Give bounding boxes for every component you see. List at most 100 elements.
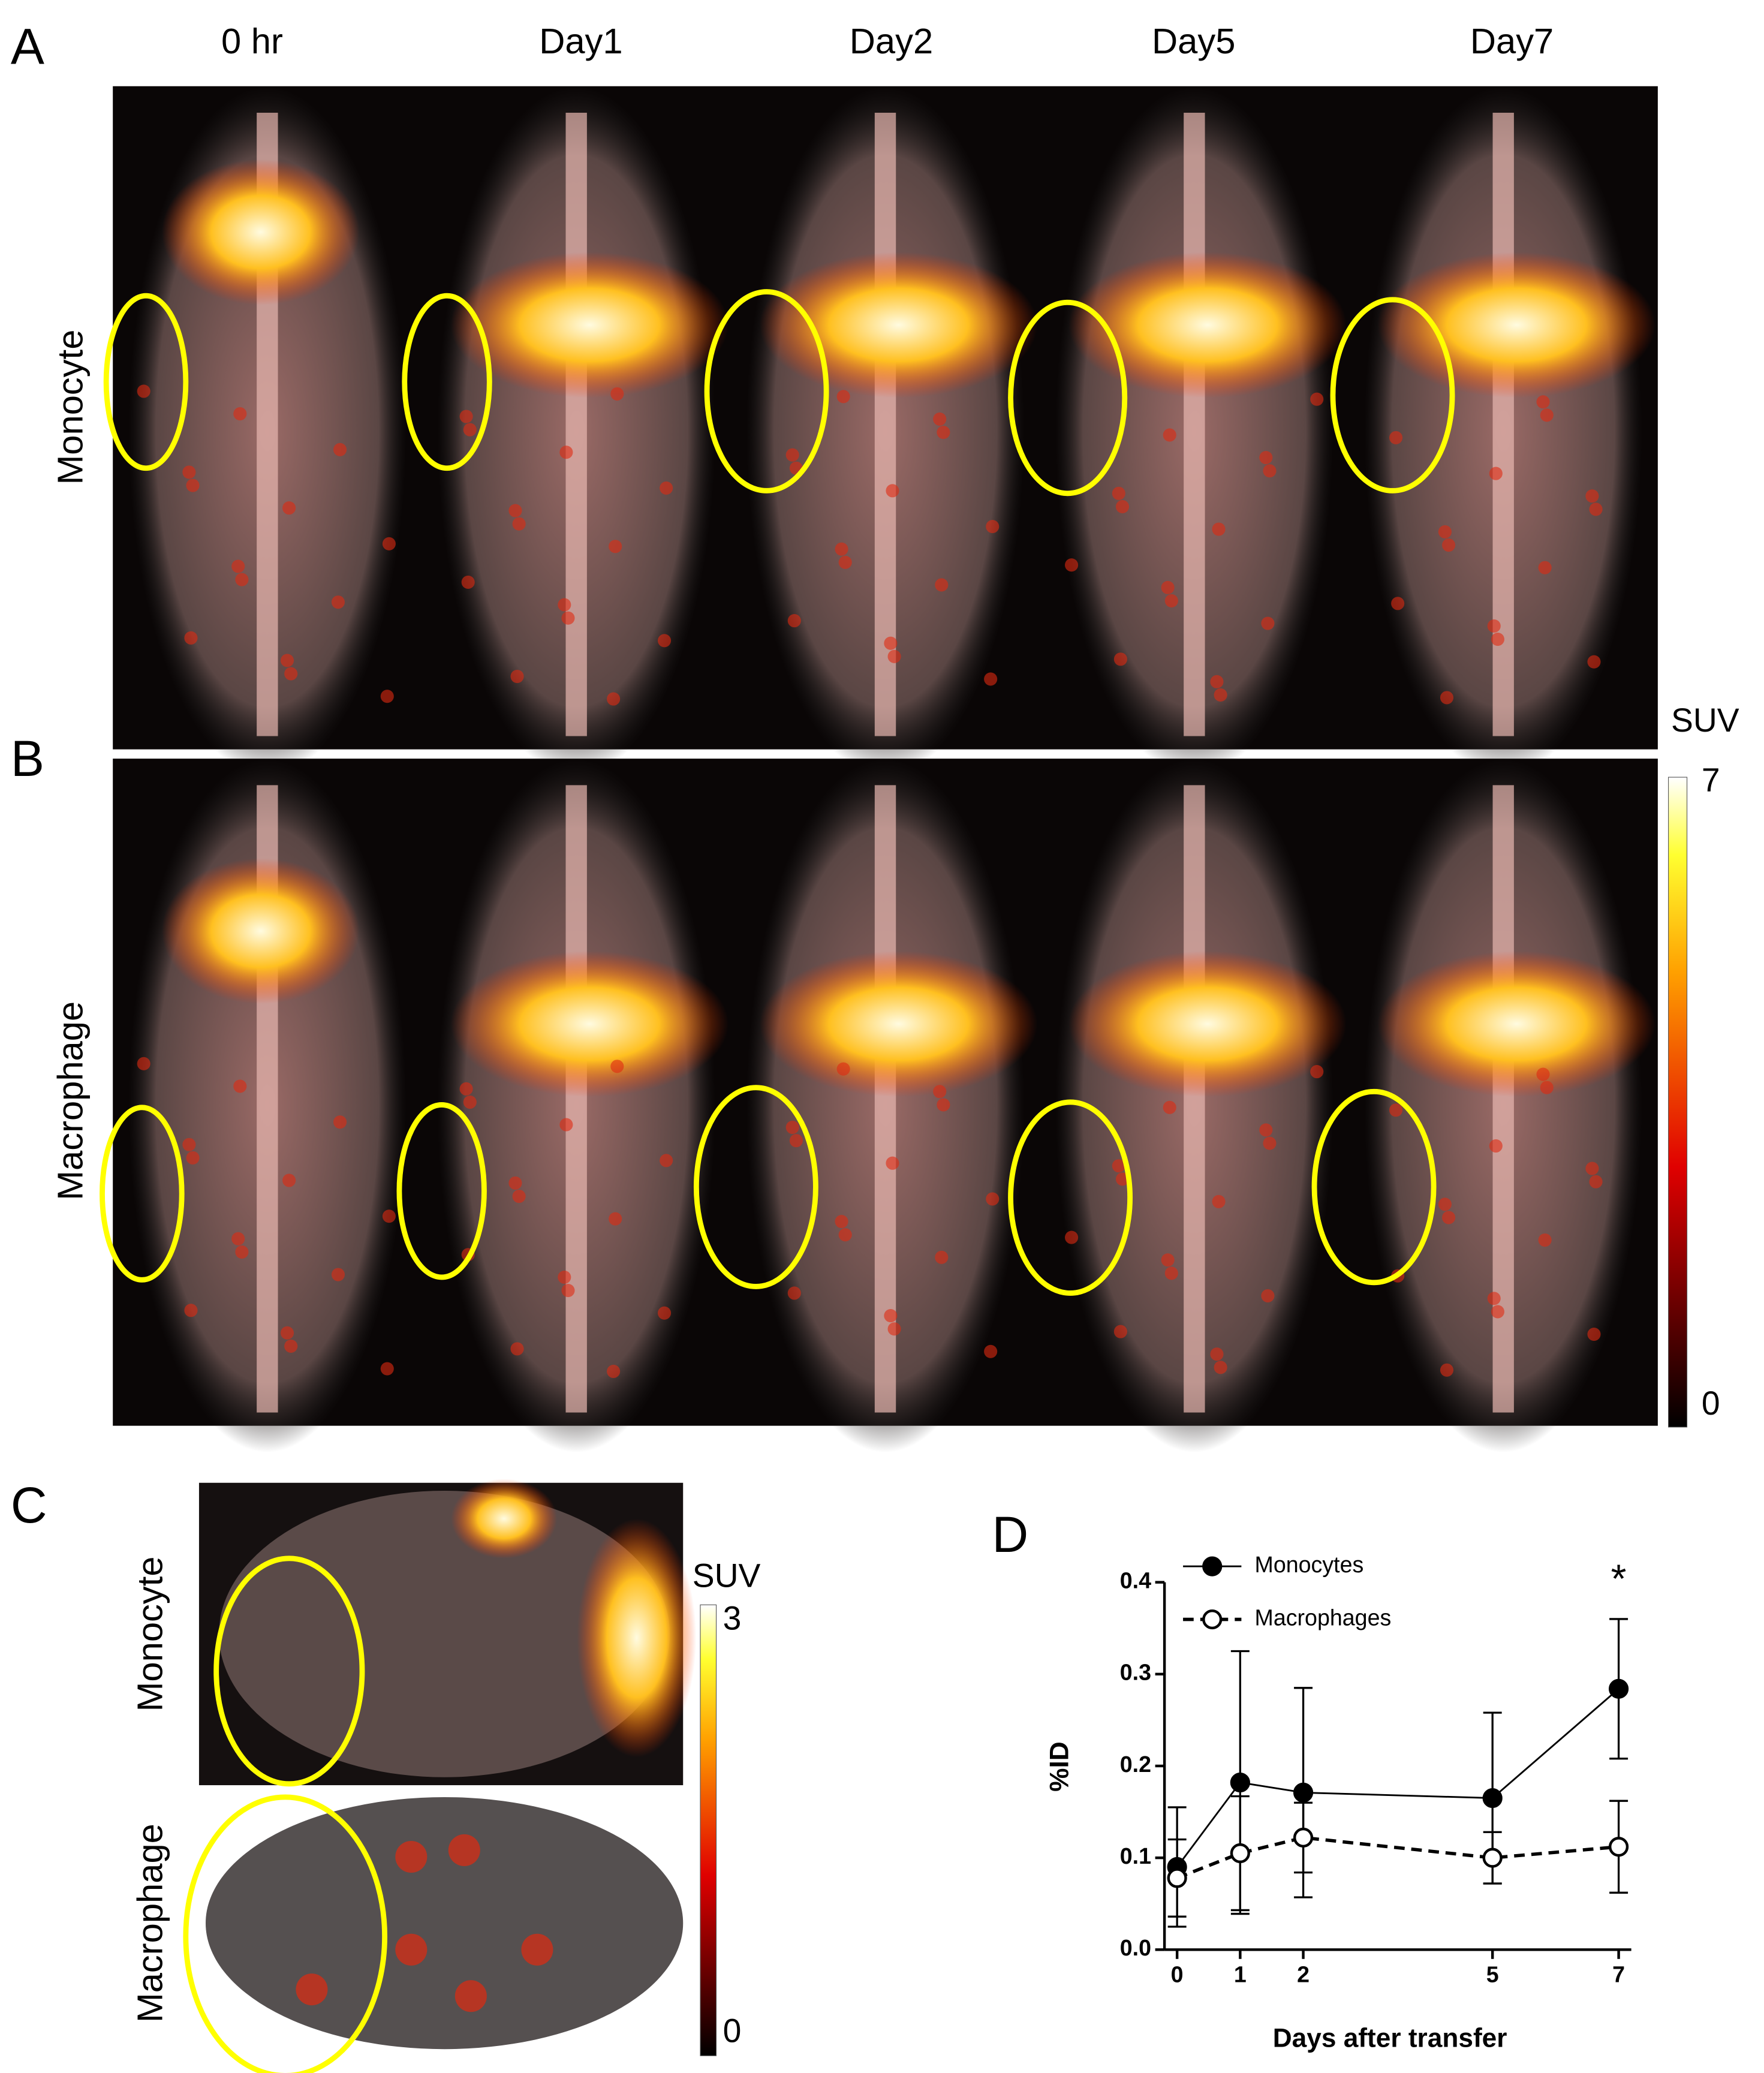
roi-circle [103, 293, 189, 471]
y-tick-label: 0.4 [1120, 1568, 1151, 1593]
y-axis-label: %ID [1044, 1741, 1074, 1792]
slice-body [219, 1491, 670, 1777]
signal-spot [559, 1118, 573, 1132]
signal-spot [1065, 1230, 1079, 1244]
signal-spot [1214, 688, 1227, 702]
signal-spot [935, 1250, 949, 1264]
signal-spot [1491, 1305, 1504, 1319]
signal-spot [459, 410, 473, 423]
x-tick-label: 7 [1612, 1961, 1625, 1987]
signal-spot [459, 1082, 473, 1096]
signal-spot [235, 573, 249, 586]
signal-spot [395, 1840, 428, 1873]
signal-spot [838, 555, 852, 569]
signal-spot [1589, 503, 1603, 516]
signal-spot [331, 1268, 345, 1281]
signal-spot [137, 1057, 150, 1070]
legend-label: Monocytes [1255, 1552, 1364, 1577]
signal-spot [884, 636, 898, 650]
signal-spot [184, 631, 198, 645]
signal-spot [984, 1344, 998, 1358]
signal-spot [1536, 395, 1550, 409]
signal-spot [789, 1134, 803, 1148]
liver-signal [1377, 252, 1656, 398]
signal-spot [508, 504, 522, 518]
row-label: Macrophage [50, 1001, 91, 1201]
column-label: Day5 [1152, 21, 1235, 61]
spine [874, 785, 896, 1413]
signal-spot [1263, 1136, 1277, 1150]
signal-spot [235, 1245, 249, 1259]
colorbar-min: 0 [1702, 1385, 1720, 1422]
spine [1184, 785, 1205, 1413]
signal-spot [657, 1306, 672, 1320]
y-tick-label: 0.0 [1120, 1935, 1151, 1960]
y-tick-label: 0.2 [1120, 1752, 1151, 1777]
signal-spot [282, 501, 296, 515]
signal-spot [787, 614, 801, 628]
slice-body [205, 1797, 684, 2050]
signal-spot [380, 690, 394, 703]
signal-spot [1161, 580, 1175, 594]
signal-spot [1210, 675, 1224, 688]
x-tick-label: 2 [1297, 1961, 1310, 1987]
signal-spot [933, 412, 947, 426]
roi-circle [396, 1102, 487, 1280]
signal-spot [1442, 1211, 1456, 1224]
signal-spot [1113, 652, 1127, 666]
signal-spot [935, 578, 949, 592]
signal-spot [660, 481, 673, 495]
signal-spot [382, 537, 396, 550]
signal-spot [1585, 489, 1599, 503]
signal-spot [1442, 538, 1456, 552]
roi-circle [402, 293, 492, 471]
liver-signal [759, 950, 1038, 1097]
signal-spot [884, 1309, 898, 1323]
x-tick-label: 0 [1171, 1961, 1184, 1987]
signal-spot [559, 446, 573, 459]
signal-spot [937, 1098, 950, 1112]
marker [1609, 1678, 1629, 1699]
signal-spot [933, 1085, 947, 1099]
signal-spot [660, 1154, 673, 1168]
signal-spot [186, 479, 200, 492]
roi-circle [1311, 1088, 1437, 1286]
signal-spot [282, 1174, 296, 1187]
signal-spot [1540, 1081, 1554, 1094]
liver-signal [450, 950, 729, 1097]
panel-label: A [11, 18, 44, 74]
signal-spot [558, 1270, 571, 1284]
panel-label: D [992, 1506, 1029, 1563]
signal-spot [233, 407, 247, 421]
signal-spot [461, 575, 475, 589]
legend-marker [1202, 1556, 1223, 1576]
signal-spot [1163, 1100, 1176, 1114]
y-tick-label: 0.3 [1120, 1660, 1151, 1685]
signal-spot [1112, 1159, 1125, 1173]
signal-spot [1538, 561, 1552, 574]
liver-signal [161, 159, 360, 305]
signal-spot [1538, 1233, 1552, 1247]
signal-spot [395, 1933, 428, 1966]
signal-spot [1487, 619, 1501, 633]
slice-signal [577, 1518, 697, 1758]
signal-spot [886, 484, 899, 498]
signal-spot [836, 390, 850, 404]
signal-spot [1310, 392, 1324, 406]
colorbar [1668, 777, 1688, 1428]
signal-spot [887, 649, 901, 663]
signal-spot [1487, 1292, 1501, 1305]
signal-spot [280, 654, 294, 667]
legend-label: Macrophages [1255, 1605, 1392, 1630]
liver-signal [1377, 950, 1656, 1097]
signal-spot [454, 1980, 487, 2012]
y-tick-label: 0.1 [1120, 1843, 1151, 1869]
liver-signal [161, 858, 360, 1004]
marker [1167, 1868, 1187, 1888]
signal-spot [1587, 655, 1601, 669]
signal-spot [1489, 467, 1503, 480]
panel-label: B [11, 730, 44, 787]
signal-spot [787, 1286, 801, 1300]
colorbar-min: 0 [723, 2012, 742, 2049]
signal-spot [1161, 1253, 1175, 1267]
